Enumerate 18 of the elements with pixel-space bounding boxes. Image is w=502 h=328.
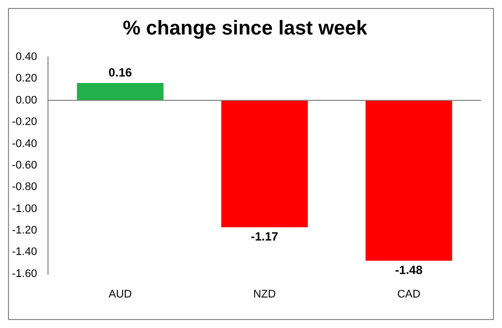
y-tick-label: -1.20 bbox=[12, 224, 38, 236]
y-tick-label: 0.00 bbox=[16, 94, 38, 106]
x-tick-label: NZD bbox=[253, 288, 276, 300]
y-tick-label: -1.40 bbox=[12, 246, 38, 258]
data-label: -1.48 bbox=[395, 263, 423, 278]
y-tick-label: -0.20 bbox=[12, 116, 38, 128]
x-tick-label: CAD bbox=[397, 288, 421, 300]
x-tick-label: AUD bbox=[108, 288, 132, 300]
y-tick-label: -1.00 bbox=[12, 202, 38, 215]
data-label: -1.17 bbox=[250, 230, 279, 244]
y-tick-label: -1.60 bbox=[12, 268, 38, 280]
y-tick-label: 0.20 bbox=[16, 72, 38, 85]
y-tick-label: -0.60 bbox=[12, 159, 38, 172]
chart-title: % change since last week bbox=[122, 18, 368, 40]
y-tick-label: -0.40 bbox=[12, 138, 38, 150]
y-tick-label: 0.40 bbox=[16, 51, 38, 64]
data-label: 0.16 bbox=[108, 65, 132, 80]
y-tick-label: -0.80 bbox=[12, 181, 38, 194]
